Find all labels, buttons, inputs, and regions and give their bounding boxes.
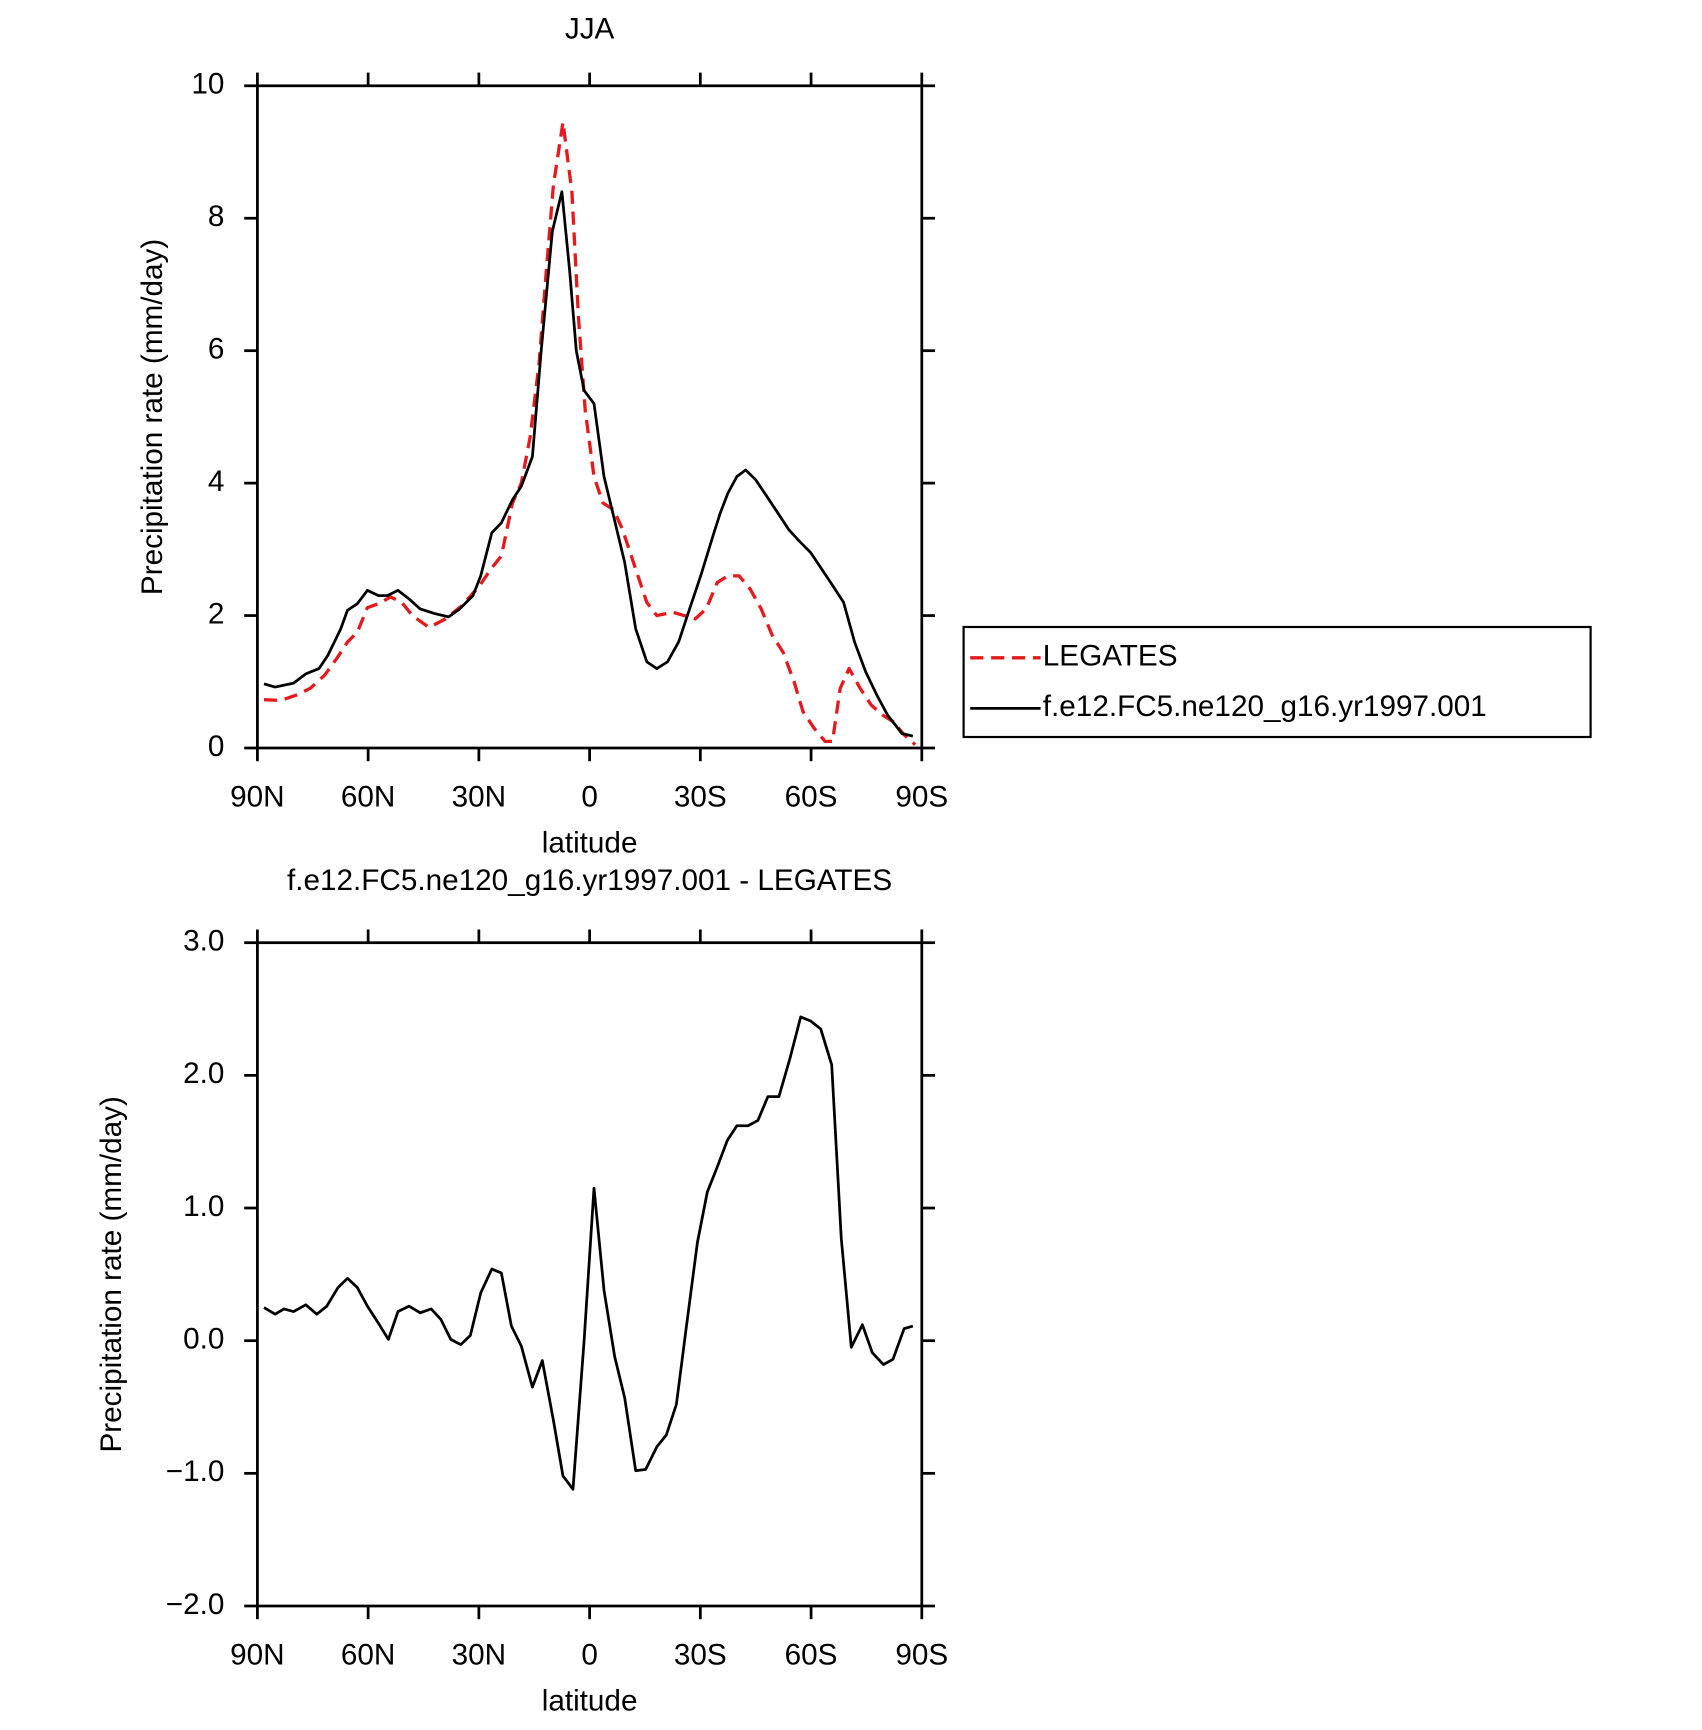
x-tick-label: 60S [785, 780, 838, 813]
x-tick-label: 90N [230, 780, 284, 813]
y-tick-label: −1.0 [166, 1455, 225, 1488]
legend: LEGATES f.e12.FC5.ne120_g16.yr1997.001 [962, 625, 1592, 739]
y-axis-label: Precipitation rate (mm/day) [136, 239, 169, 595]
data-line [263, 1015, 914, 1491]
y-tick-label: 3.0 [183, 925, 224, 958]
legend-box [962, 625, 1592, 739]
chart-title: JJA [565, 13, 615, 46]
x-tick-label: 30S [674, 780, 727, 813]
x-axis-label: latitude [542, 827, 638, 860]
y-tick-label: 0.0 [183, 1323, 224, 1356]
x-axis-label: latitude [542, 1685, 638, 1718]
figure-content: JJA latitude Precipitation rate (mm/day) 0 2… [95, 13, 1592, 1718]
x-tick-label: 0 [581, 780, 598, 813]
x-tick-label: 30N [452, 1638, 506, 1671]
x-tick-label: 90S [895, 780, 948, 813]
y-tick-label: 0 [208, 730, 225, 763]
legend-label: f.e12.FC5.ne120_g16.yr1997.001 [1043, 690, 1487, 723]
plot-frame [256, 941, 924, 1608]
y-tick-label: 6 [208, 333, 225, 366]
y-tick-label: 1.0 [183, 1190, 224, 1223]
plot-frame [256, 84, 924, 750]
legend-label: LEGATES [1043, 640, 1178, 673]
x-tick-label: 60N [341, 1638, 395, 1671]
x-tick-label: 30S [674, 1638, 727, 1671]
x-tick-label: 60S [785, 1638, 838, 1671]
y-tick-label: 10 [191, 68, 224, 101]
y-tick-label: 8 [208, 200, 225, 233]
x-tick-label: 90N [230, 1638, 284, 1671]
y-tick-label: 2 [208, 597, 225, 630]
y-axis-label: Precipitation rate (mm/day) [95, 1096, 128, 1452]
x-tick-label: 0 [581, 1638, 598, 1671]
x-tick-label: 30N [452, 780, 506, 813]
y-tick-label: 2.0 [183, 1057, 224, 1090]
chart-title: f.e12.FC5.ne120_g16.yr1997.001 - LEGATES [287, 864, 892, 897]
x-tick-label: 60N [341, 780, 395, 813]
data-line [263, 120, 917, 746]
y-tick-label: 4 [208, 465, 225, 498]
y-tick-label: −2.0 [166, 1588, 225, 1621]
data-line [263, 190, 914, 738]
x-tick-label: 90S [895, 1638, 948, 1671]
